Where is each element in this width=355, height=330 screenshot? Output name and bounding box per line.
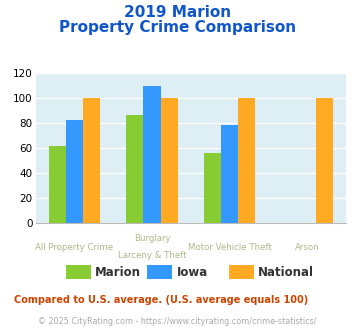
Bar bbox=[126, 115, 143, 223]
Bar bbox=[143, 86, 160, 223]
Bar bbox=[160, 98, 178, 223]
Text: Larceny & Theft: Larceny & Theft bbox=[118, 251, 186, 260]
Text: Burglary: Burglary bbox=[134, 234, 170, 243]
Bar bbox=[49, 147, 66, 223]
Text: Iowa: Iowa bbox=[176, 266, 208, 279]
Bar bbox=[238, 98, 255, 223]
Text: Motor Vehicle Theft: Motor Vehicle Theft bbox=[188, 243, 272, 251]
Text: 2019 Marion: 2019 Marion bbox=[124, 5, 231, 20]
Text: Arson: Arson bbox=[295, 243, 320, 251]
Bar bbox=[316, 98, 333, 223]
Bar bbox=[221, 125, 238, 223]
Text: All Property Crime: All Property Crime bbox=[35, 243, 113, 251]
Bar bbox=[204, 153, 221, 223]
Bar bbox=[83, 98, 100, 223]
Text: National: National bbox=[258, 266, 314, 279]
Text: Compared to U.S. average. (U.S. average equals 100): Compared to U.S. average. (U.S. average … bbox=[14, 295, 308, 305]
Text: Property Crime Comparison: Property Crime Comparison bbox=[59, 20, 296, 35]
Bar bbox=[66, 120, 83, 223]
Text: Marion: Marion bbox=[95, 266, 141, 279]
Text: © 2025 CityRating.com - https://www.cityrating.com/crime-statistics/: © 2025 CityRating.com - https://www.city… bbox=[38, 317, 317, 326]
